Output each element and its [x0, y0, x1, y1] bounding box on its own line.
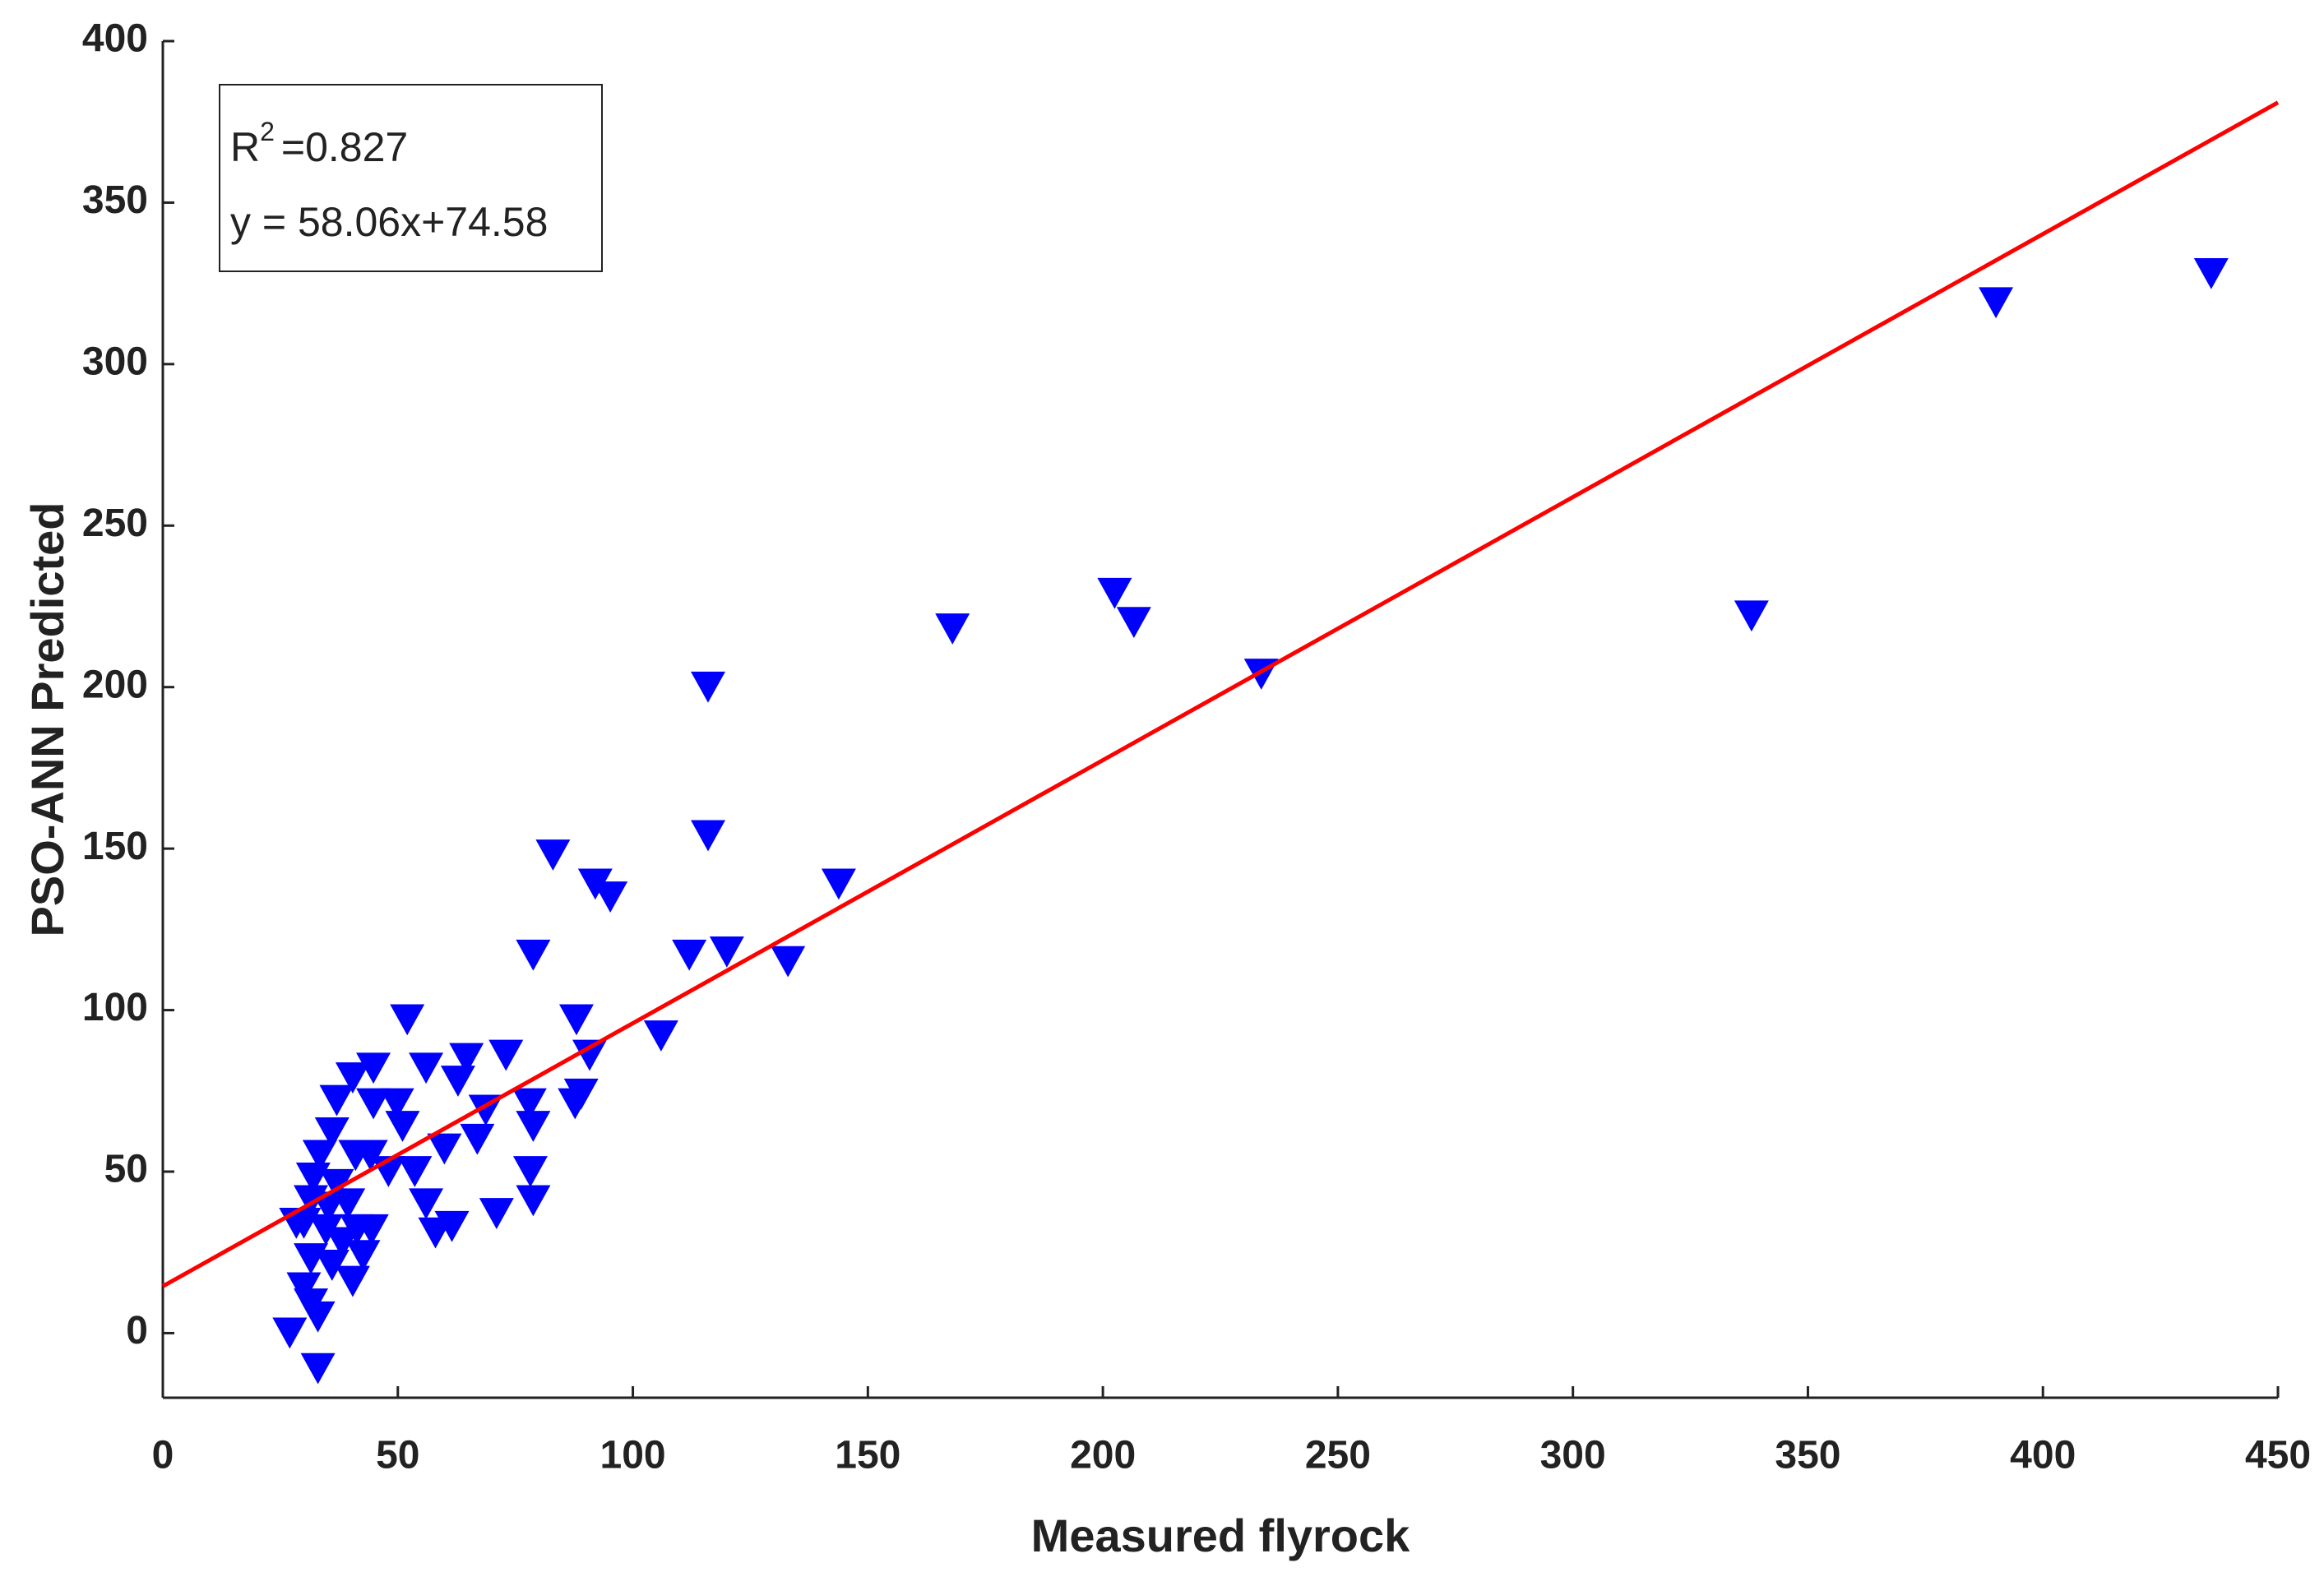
- data-point: [516, 1185, 551, 1217]
- data-point: [319, 1168, 354, 1200]
- data-point: [572, 1039, 607, 1071]
- data-point: [314, 1117, 350, 1149]
- y-tick-label: 300: [82, 340, 148, 384]
- data-point: [319, 1084, 354, 1117]
- data-point: [335, 1265, 370, 1297]
- x-axis-label: Measured flyrock: [1031, 1510, 1410, 1561]
- data-point: [449, 1043, 484, 1075]
- data-point: [325, 1227, 360, 1259]
- data-point: [516, 1111, 551, 1142]
- x-tick-label: 0: [152, 1434, 174, 1477]
- data-point: [672, 939, 707, 971]
- data-point: [409, 1188, 444, 1220]
- y-tick-label: 250: [82, 502, 148, 545]
- data-point: [300, 1301, 336, 1333]
- data-point: [1116, 607, 1151, 639]
- data-point: [286, 1272, 322, 1304]
- data-point: [821, 868, 856, 900]
- x-tick-label: 450: [2245, 1434, 2311, 1477]
- data-point: [479, 1198, 514, 1229]
- data-point: [308, 1214, 344, 1246]
- data-point: [418, 1217, 453, 1249]
- y-axis-label: PSO-ANN Predicted: [21, 502, 73, 937]
- data-point: [385, 1111, 420, 1142]
- equation-annotation: y = 58.06x+74.58: [230, 199, 548, 245]
- x-tick-label: 250: [1305, 1434, 1371, 1477]
- data-point: [353, 1140, 388, 1172]
- x-tick-label: 400: [2010, 1434, 2076, 1477]
- data-point: [354, 1214, 389, 1246]
- data-point: [516, 939, 551, 971]
- y-tick-label: 50: [104, 1148, 148, 1191]
- y-tick-label: 350: [82, 178, 148, 222]
- x-tick-label: 200: [1070, 1434, 1136, 1477]
- data-point: [356, 1052, 391, 1084]
- data-point: [771, 946, 806, 978]
- data-point: [345, 1240, 381, 1272]
- data-point: [440, 1066, 475, 1097]
- annotation-box: [219, 84, 603, 272]
- data-point: [691, 820, 726, 852]
- data-point: [512, 1088, 547, 1120]
- data-point: [691, 671, 726, 703]
- data-point: [314, 1250, 350, 1281]
- data-point: [335, 1062, 370, 1094]
- data-point: [409, 1052, 444, 1084]
- data-point: [356, 1088, 391, 1120]
- data-point: [488, 1039, 524, 1071]
- data-point: [294, 1243, 329, 1274]
- data-point: [427, 1133, 462, 1165]
- r2-label: R: [230, 124, 260, 170]
- data-point: [1097, 577, 1132, 609]
- x-tick-label: 150: [835, 1434, 900, 1477]
- data-point: [535, 839, 571, 871]
- data-point: [643, 1020, 678, 1052]
- data-point: [709, 936, 744, 968]
- data-point: [512, 1156, 548, 1187]
- data-point: [1979, 287, 2014, 319]
- y-tick-label: 150: [82, 825, 148, 868]
- data-point: [397, 1156, 433, 1187]
- y-tick-label: 100: [82, 986, 148, 1029]
- x-tick-label: 350: [1775, 1434, 1840, 1477]
- data-point: [558, 1088, 593, 1120]
- data-point: [935, 613, 970, 645]
- data-point: [460, 1123, 495, 1155]
- x-tick-label: 100: [600, 1434, 666, 1477]
- data-point: [2193, 257, 2229, 289]
- data-point: [593, 881, 628, 913]
- data-point: [302, 1140, 337, 1172]
- y-tick-label: 200: [82, 663, 148, 706]
- y-tick-label: 400: [82, 17, 148, 61]
- r2-value: =0.827: [281, 124, 408, 170]
- data-point: [577, 868, 613, 900]
- x-tick-label: 300: [1540, 1434, 1606, 1477]
- y-tick-label: 0: [126, 1309, 148, 1352]
- fit-line: [161, 100, 2280, 1288]
- data-point: [1734, 600, 1769, 632]
- data-point: [272, 1317, 308, 1349]
- data-point: [379, 1088, 414, 1120]
- r2-sup: 2: [260, 117, 275, 146]
- data-point: [300, 1352, 336, 1385]
- x-tick-label: 50: [376, 1434, 419, 1477]
- data-point: [558, 1004, 594, 1036]
- data-point: [390, 1004, 425, 1036]
- r2-annotation: R2 =0.827: [230, 117, 408, 170]
